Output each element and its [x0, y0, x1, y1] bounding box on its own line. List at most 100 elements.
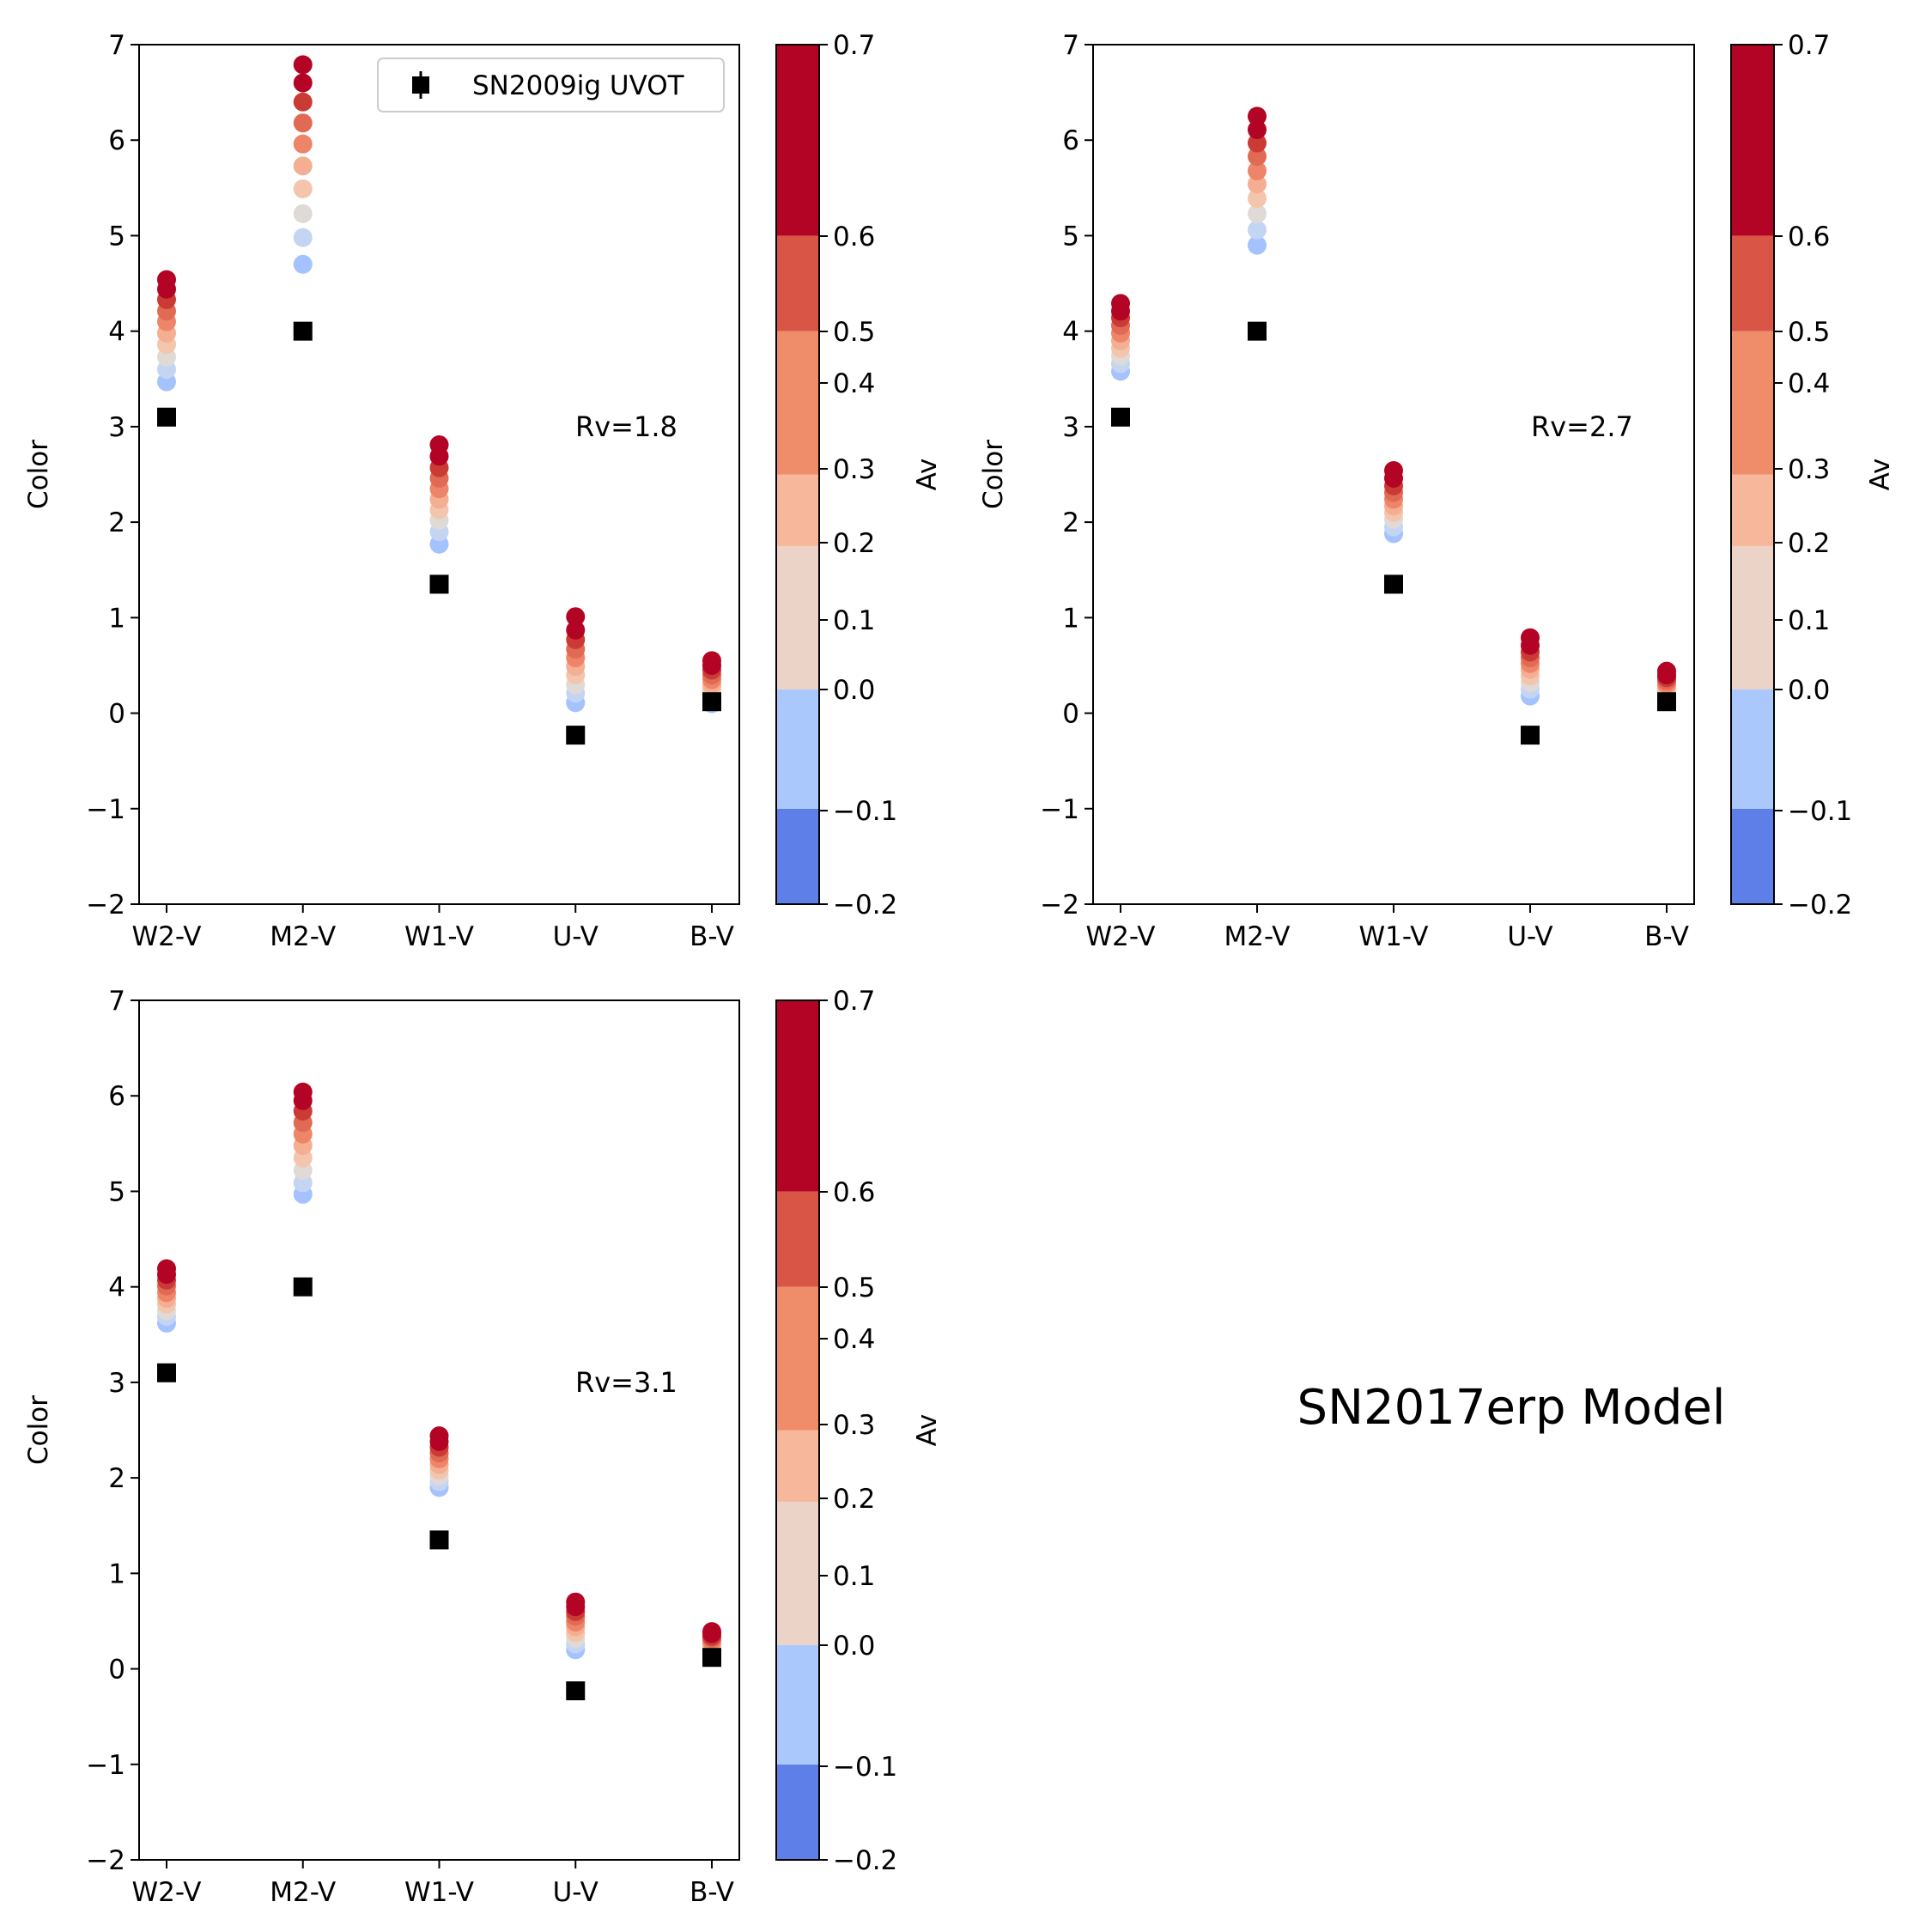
model-point [293, 92, 313, 112]
model-point [566, 620, 586, 640]
colorbar-tick-label: 0.4 [833, 1324, 875, 1355]
colorbar-bin [1731, 808, 1774, 904]
colorbar-tick-label: 0.0 [833, 1631, 875, 1662]
model-point [293, 228, 313, 247]
y-tick-label: −2 [86, 1845, 125, 1876]
x-tick-label: M2-V [270, 921, 336, 952]
model-point [1248, 133, 1267, 153]
figure-title: SN2017erp Model [1297, 1380, 1726, 1436]
y-tick-label: −1 [86, 1750, 125, 1781]
colorbar-bin [1731, 331, 1774, 475]
colorbar-bin [776, 235, 819, 331]
y-tick-label: 4 [108, 317, 125, 348]
colorbar-bin [1731, 235, 1774, 331]
observed-point [157, 407, 176, 427]
x-tick-label: B-V [690, 921, 734, 952]
observed-point [566, 1681, 586, 1701]
model-point [293, 1082, 313, 1102]
colorbar-tick-label: 0.6 [833, 1177, 875, 1208]
x-tick-label: M2-V [270, 1877, 336, 1908]
model-point [1248, 106, 1267, 126]
x-tick-label: M2-V [1224, 921, 1290, 952]
model-point [293, 156, 313, 176]
legend-label: SN2009ig UVOT [472, 70, 685, 101]
y-tick-label: 0 [108, 1655, 125, 1686]
colorbar-tick-label: 0.5 [833, 1273, 875, 1303]
colorbar-tick-label: 0.7 [1788, 30, 1830, 61]
y-tick-label: 1 [108, 1558, 125, 1589]
rv-annotation: Rv=3.1 [575, 1366, 677, 1399]
y-tick-label: 5 [108, 221, 125, 252]
y-tick-label: 7 [1062, 30, 1079, 61]
model-point [566, 607, 586, 627]
colorbar-tick-label: 0.7 [833, 986, 875, 1017]
colorbar-tick-label: 0.2 [833, 528, 875, 559]
observed-point [157, 1363, 176, 1382]
colorbar-tick-label: 0.6 [1788, 222, 1830, 252]
y-axis-label: Color [978, 440, 1009, 509]
y-axis-label: Color [23, 1395, 54, 1465]
y-tick-label: 1 [1062, 603, 1079, 634]
x-tick-label: W1-V [404, 1877, 474, 1908]
legend-box [377, 58, 725, 112]
colorbar-tick-label: 0.0 [1788, 675, 1830, 706]
observed-point [429, 574, 449, 594]
model-point [157, 1259, 176, 1279]
colorbar-tick-label: 0.6 [833, 222, 875, 252]
observed-point [1521, 726, 1540, 745]
x-tick-label: U-V [1507, 921, 1552, 952]
y-tick-label: 3 [1062, 412, 1079, 443]
y-tick-label: −2 [1040, 890, 1079, 920]
colorbar-tick-label: −0.2 [833, 1845, 897, 1876]
colorbar-bin [776, 1430, 819, 1502]
observed-point [293, 321, 313, 341]
y-tick-label: 4 [108, 1273, 125, 1303]
colorbar-tick-label: 0.3 [833, 454, 875, 485]
y-tick-label: −2 [86, 890, 125, 920]
y-tick-label: 7 [108, 986, 125, 1017]
colorbar-bin [776, 689, 819, 809]
colorbar-tick-label: 0.3 [1788, 454, 1830, 485]
colorbar-bin [776, 474, 819, 546]
y-axis-label: Color [23, 440, 54, 509]
y-tick-label: 5 [1062, 221, 1079, 252]
model-point [1111, 294, 1130, 313]
colorbar-tick-label: 0.5 [833, 317, 875, 348]
colorbar-label: Av [912, 1414, 943, 1447]
colorbar-tick-label: 0.1 [833, 1561, 875, 1592]
colorbar-bin [1731, 689, 1774, 809]
model-point [1248, 220, 1267, 240]
x-tick-label: U-V [553, 921, 598, 952]
y-tick-label: 6 [1062, 125, 1079, 156]
colorbar-bin [1731, 474, 1774, 546]
legend: SN2009ig UVOT [377, 58, 725, 112]
legend-marker [412, 76, 429, 94]
model-point [293, 204, 313, 223]
colorbar: −0.2 −0.1 0.0 0.1 0.2 0.3 0.4 0.5 0.6 0.7 Av [1730, 30, 1896, 920]
model-point [293, 179, 313, 198]
colorbar-tick-label: 0.4 [1788, 368, 1830, 399]
y-tick-label: 2 [108, 507, 125, 538]
x-tick-label: U-V [553, 1877, 598, 1908]
y-tick-label: 3 [108, 412, 125, 443]
observed-point [1384, 574, 1403, 594]
model-point [429, 435, 449, 455]
colorbar-label: Av [1865, 459, 1896, 491]
colorbar-bin [1731, 545, 1774, 690]
model-point [566, 1592, 586, 1612]
colorbar-bin [776, 545, 819, 690]
y-tick-label: 2 [108, 1463, 125, 1494]
y-tick-label: 6 [108, 1081, 125, 1112]
colorbar-frame [1730, 44, 1775, 905]
x-tick-label: W1-V [1359, 921, 1429, 952]
panel-1: −2 −1 0 1 2 3 4 5 6 7 W2-V M2-V W1-V U-V B-V Color Rv=1.… [23, 30, 943, 952]
model-point [1248, 161, 1267, 180]
model-point [1657, 661, 1676, 681]
model-point [1248, 189, 1267, 209]
observed-point [429, 1530, 449, 1550]
colorbar-bin [776, 1286, 819, 1431]
colorbar-tick-label: 0.0 [833, 675, 875, 706]
rv-annotation: Rv=1.8 [575, 410, 677, 443]
y-tick-label: 5 [108, 1176, 125, 1207]
